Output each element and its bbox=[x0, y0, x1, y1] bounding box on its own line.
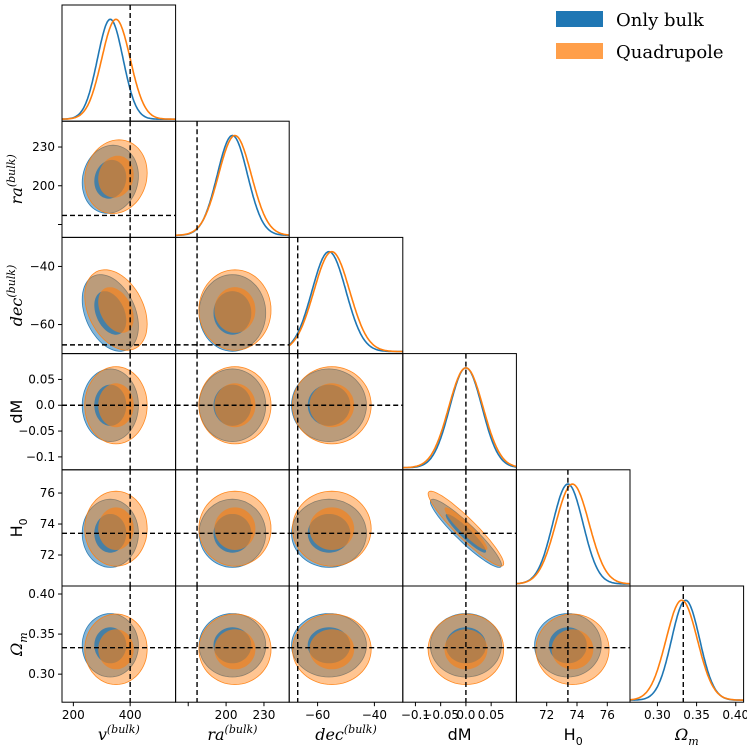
marginal-only-bulk-H0 bbox=[516, 483, 630, 585]
panel-frame bbox=[515, 469, 631, 587]
ytick-label-ra: 230 bbox=[32, 140, 55, 154]
xlabel-Om: Ωm bbox=[674, 725, 699, 748]
marginal-only-bulk-Om bbox=[630, 599, 744, 702]
ylabel-ra: ra(bulk) bbox=[5, 154, 26, 204]
ytick-label-dM: 0.0 bbox=[36, 398, 55, 412]
xtick-label-v: 400 bbox=[119, 708, 142, 722]
panel-v-v bbox=[61, 4, 177, 122]
contour-inner-quadrupole-dM-Om bbox=[444, 629, 488, 670]
panel-H0-dM bbox=[402, 469, 517, 587]
xtick-label-ra: 230 bbox=[253, 708, 276, 722]
panel-H0-H0 bbox=[515, 469, 631, 587]
xtick-label-Om: 0.35 bbox=[683, 708, 710, 722]
marginal-only-bulk-v bbox=[62, 18, 176, 120]
ytick-label-H0: 74 bbox=[40, 517, 55, 531]
panel-Om-dec: −60 −40 bbox=[288, 585, 404, 722]
ytick-label-dM: 0.05 bbox=[28, 372, 55, 386]
panel-dec-dec bbox=[288, 236, 404, 355]
xlabel-dM: dM bbox=[448, 725, 472, 744]
contour-inner-quadrupole-ra-dec bbox=[214, 287, 256, 333]
xtick-label-dM: 0.05 bbox=[478, 708, 505, 722]
panel-Om-H0: 72 74 76 bbox=[515, 585, 631, 722]
marginal-quadrupole-Om bbox=[630, 599, 744, 701]
ytick-label-dec: −60 bbox=[30, 318, 55, 332]
marginal-quadrupole-ra bbox=[175, 134, 290, 237]
contour-inner-quadrupole-v-dM bbox=[98, 383, 134, 428]
marginal-quadrupole-dec bbox=[289, 250, 403, 353]
contour-inner-quadrupole-dec-Om bbox=[309, 629, 355, 670]
marginal-quadrupole-dM bbox=[402, 367, 517, 469]
ylabel-Om: Ωm bbox=[7, 632, 30, 657]
xlabel-ra: ra(bulk) bbox=[207, 723, 257, 744]
contour-inner-quadrupole-ra-H0 bbox=[214, 507, 256, 550]
panel-Om-v: 0.30 0.35 0.40 200 400 bbox=[28, 585, 177, 722]
ytick-label-Om: 0.35 bbox=[28, 627, 55, 641]
ytick-label-dM: −0.05 bbox=[18, 424, 55, 438]
xlabel-H0: H0 bbox=[564, 725, 583, 748]
ytick-label-Om: 0.30 bbox=[28, 667, 55, 681]
panel-dM-ra bbox=[175, 353, 290, 471]
xtick-label-dec: −60 bbox=[305, 708, 330, 722]
ytick-label-ra: 200 bbox=[32, 179, 55, 193]
xtick-label-dM: −0.1 bbox=[401, 708, 430, 722]
legend-swatch-quadrupole bbox=[556, 43, 603, 59]
panel-Om-Om: 0.30 0.35 0.40 bbox=[629, 585, 747, 722]
xtick-label-Om: 0.30 bbox=[644, 708, 671, 722]
panel-frame bbox=[629, 585, 745, 703]
ytick-label-dM: −0.1 bbox=[26, 450, 55, 464]
panel-H0-v: 72 74 76 bbox=[40, 469, 177, 587]
legend-swatch-only-bulk bbox=[556, 11, 603, 27]
panels-layer: 200230−60−40−0.1−0.050.00.057274760.300.… bbox=[5, 4, 747, 748]
panel-H0-dec bbox=[288, 469, 404, 587]
xtick-label-dM: −0.05 bbox=[422, 708, 459, 722]
contour-inner-quadrupole-v-H0 bbox=[98, 507, 134, 550]
contour-inner-quadrupole-dec-H0 bbox=[309, 507, 355, 550]
ytick-label-dec: −40 bbox=[30, 259, 55, 273]
xtick-label-v: 200 bbox=[62, 708, 85, 722]
ytick-label-Om: 0.40 bbox=[28, 587, 55, 601]
ylabel-H0: H0 bbox=[7, 518, 30, 537]
xtick-label-H0: 76 bbox=[600, 708, 615, 722]
panel-dec-v: −60 −40 bbox=[30, 236, 177, 355]
contour-inner-quadrupole-v-ra bbox=[98, 155, 134, 198]
panel-frame bbox=[175, 120, 290, 238]
xtick-label-Om: 0.40 bbox=[722, 708, 747, 722]
legend-label-quadrupole: Quadrupole bbox=[616, 42, 724, 63]
panel-Om-dM: −0.1−0.050.0 0.05 bbox=[401, 585, 517, 722]
panel-dM-v: −0.1 −0.05 0.0 0.05 bbox=[18, 353, 177, 471]
panel-ra-v: 200 230 bbox=[32, 120, 177, 238]
ylabel-dec: dec(bulk) bbox=[5, 265, 26, 327]
panel-frame bbox=[288, 236, 404, 355]
xlabel-dec: dec(bulk) bbox=[315, 723, 377, 744]
panel-dec-ra bbox=[175, 236, 290, 355]
legend-label-only-bulk: Only bulk bbox=[616, 10, 705, 31]
xtick-label-dM: 0.0 bbox=[456, 708, 475, 722]
xtick-label-H0: 74 bbox=[569, 708, 584, 722]
contour-inner-quadrupole-v-Om bbox=[98, 629, 134, 670]
marginal-quadrupole-v bbox=[62, 18, 176, 120]
panel-H0-ra bbox=[175, 469, 290, 587]
panel-Om-ra: 200 230 bbox=[175, 585, 290, 722]
marginal-only-bulk-dec bbox=[289, 250, 403, 353]
contour-inner-quadrupole-H0-Om bbox=[551, 629, 594, 670]
contour-inner-quadrupole-ra-Om bbox=[214, 629, 256, 670]
xtick-label-dec: −40 bbox=[362, 708, 387, 722]
marginal-quadrupole-H0 bbox=[516, 483, 630, 585]
ylabel-dM: dM bbox=[7, 400, 26, 424]
xlabel-v: v(bulk) bbox=[98, 723, 140, 744]
panel-dM-dM bbox=[402, 353, 517, 471]
ytick-label-H0: 76 bbox=[40, 486, 55, 500]
ytick-label-H0: 72 bbox=[40, 548, 55, 562]
marginal-only-bulk-ra bbox=[175, 134, 290, 237]
panel-ra-ra bbox=[175, 120, 290, 238]
legend: Only bulk Quadrupole bbox=[556, 10, 724, 63]
contour-inner-quadrupole-v-dec bbox=[98, 287, 134, 333]
xtick-label-ra: 200 bbox=[215, 708, 238, 722]
panel-dM-dec bbox=[288, 353, 404, 471]
xtick-label-H0: 72 bbox=[539, 708, 554, 722]
